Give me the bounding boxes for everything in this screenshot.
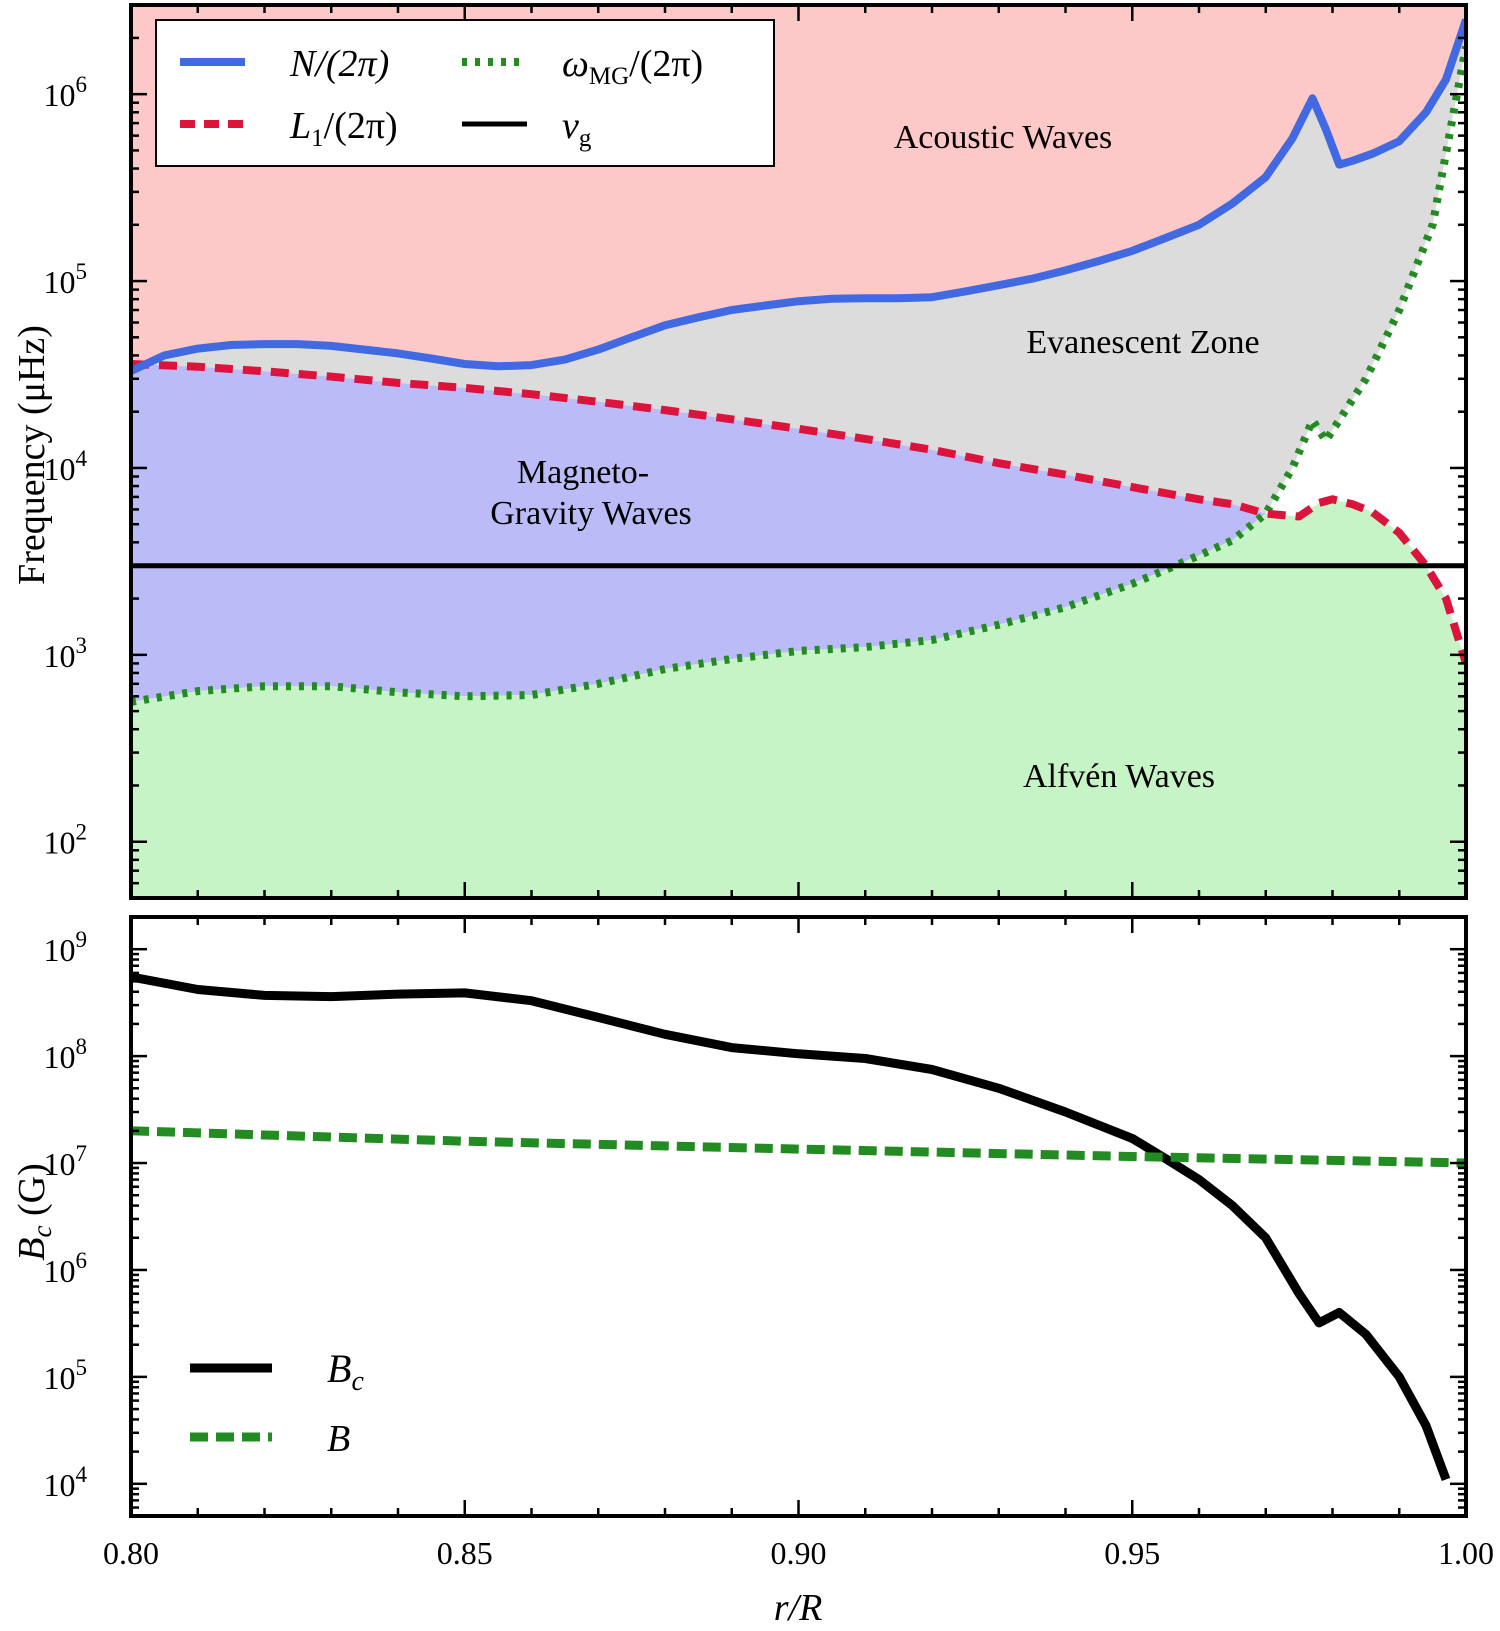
frequency-legend: N/(2π) L1/(2π) ωMG/(2π) νg [155, 19, 775, 167]
series-line-n [131, 18, 1466, 375]
series-line-wmg [131, 45, 1466, 706]
field-series-lines [131, 972, 1466, 1481]
legend-label-nu-g: νg [562, 105, 592, 152]
y-tick-label: 106 [44, 1248, 88, 1289]
x-tick-label: 0.95 [1104, 1535, 1160, 1571]
frequency-panel: 102 103 104 105 106 Acoustic Waves Evanescen… [11, 3, 1468, 900]
legend-box [155, 19, 775, 167]
y-tick-label: 109 [44, 927, 88, 968]
region-label-magneto-line1: Magneto- [517, 454, 649, 491]
x-tick-label: 1.00 [1438, 1535, 1494, 1571]
region-label-acoustic: Acoustic Waves [894, 119, 1113, 156]
series-line-b [131, 1126, 1466, 1168]
y-tick-label: 104 [44, 446, 88, 487]
legend-label-omega-mg: ωMG/(2π) [562, 43, 703, 90]
legend-label-b: B [327, 1418, 350, 1460]
x-tick-label: 0.85 [437, 1535, 493, 1571]
region-label-evanescent: Evanescent Zone [1026, 324, 1259, 361]
region-fill-evanescent [131, 19, 1466, 514]
frequency-axis-label: Frequency (μHz) [11, 325, 53, 585]
x-axis-label: r/R [774, 1587, 823, 1629]
y-tick-label: 105 [44, 259, 88, 300]
region-label-magneto-line2: Gravity Waves [490, 495, 692, 532]
x-tick-label: 0.80 [103, 1535, 159, 1571]
region-label-alfven: Alfvén Waves [1023, 758, 1215, 795]
field-legend: Bc B [190, 1346, 364, 1460]
region-fill-magneto-gravity [131, 364, 1466, 702]
series-line-bc [131, 972, 1451, 1481]
frequency-series-lines [131, 18, 1466, 706]
legend-label-l1: L1/(2π) [289, 105, 398, 152]
legend-label-n: N/(2π) [289, 43, 389, 85]
field-axis-label: Bc (G) [11, 1163, 57, 1260]
region-fill-alfven [131, 499, 1466, 898]
y-tick-label: 105 [44, 1355, 88, 1396]
legend-label-bc: Bc [327, 1346, 364, 1397]
field-panel-frame [129, 915, 1468, 1518]
field-axis-ticks: 104 105 106 107 108 109 0.80 0.85 0.90 0.95 1.00 [44, 915, 1494, 1571]
y-tick-label: 102 [44, 820, 88, 861]
x-tick-label: 0.90 [771, 1535, 827, 1571]
series-line-l1 [131, 360, 1466, 665]
y-tick-label: 106 [44, 72, 88, 113]
y-tick-label: 103 [44, 633, 88, 674]
y-tick-label: 104 [44, 1462, 88, 1503]
frequency-panel-frame [129, 3, 1468, 900]
y-tick-label: 108 [44, 1034, 88, 1075]
y-tick-label: 107 [44, 1141, 88, 1182]
field-panel: 104 105 106 107 108 109 0.80 0.85 0.90 0.95 1.00 B… [11, 915, 1494, 1629]
